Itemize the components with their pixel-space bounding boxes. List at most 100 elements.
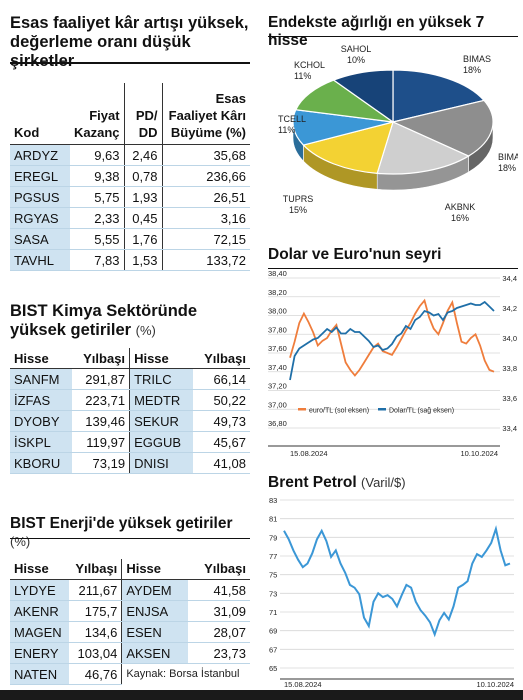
row-fk: 7,83	[70, 249, 125, 272]
row-yilbasi: 41,58	[188, 579, 250, 602]
series-brent-line	[283, 525, 511, 638]
row-yilbasi: 41,08	[192, 452, 250, 475]
row-growth: 72,15	[161, 228, 250, 251]
pie-pct-label: 18%	[498, 163, 516, 173]
brent-title: Brent Petrol (Varil/$)	[268, 474, 406, 491]
y-tick-left: 36,80	[268, 419, 287, 428]
pie-slice-sahol	[332, 69, 394, 124]
row-pd: 1,76	[123, 228, 163, 251]
brent-panel: Brent Petrol (Varil/$) 83 81 79 77 75 73 71 69 6…	[268, 474, 518, 688]
y-tick: 77	[269, 552, 277, 561]
row-hisse: ESEN	[121, 621, 189, 644]
y-tick-right: 33,8	[502, 364, 517, 373]
row-hisse: MAGEN	[10, 621, 69, 644]
enerji-table: Hisse Yılbaşı Hisse Yılbaşı LYDYE 211,67 A…	[10, 558, 250, 686]
row-yilbasi: 46,76	[68, 663, 122, 686]
pie-panel: Endekste ağırlığı en yüksek 7 hisse BIMA…	[268, 14, 518, 234]
x-tick-label: 10.10.2024	[460, 449, 498, 458]
row-hisse: DNISI	[129, 452, 193, 475]
fx-chart: 38,40 38,20 38,00 37,80 37,60 37,40 37,20 37,00…	[268, 270, 517, 458]
y-tick-left: 37,40	[268, 363, 287, 372]
pie-slice-tcell	[292, 109, 394, 146]
row-hisse: AKSEN	[121, 642, 189, 665]
row-hisse: İZFAS	[10, 389, 72, 412]
fx-title: Dolar ve Euro'nun seyri	[268, 246, 442, 263]
row-yilbasi: 175,7	[68, 600, 122, 623]
y-tick: 71	[269, 608, 277, 617]
row-kod: ARDYZ	[10, 144, 70, 167]
col-pd: PD/ DD	[123, 82, 163, 145]
row-yilbasi: 49,73	[192, 410, 250, 433]
row-kod: PGSUS	[10, 186, 70, 209]
pie-label: TUPRS	[283, 194, 314, 204]
y-tick: 73	[269, 589, 277, 598]
row-yilbasi: 31,09	[188, 600, 250, 623]
pie-label: BIMAS	[463, 54, 491, 64]
table-row: LYDYE 211,67 AYDEM 41,58	[10, 579, 250, 602]
row-pd: 2,46	[123, 144, 163, 167]
enerji-panel: BIST Enerji'de yüksek getiriler (%) Hiss…	[10, 515, 250, 686]
row-hisse: ENERY	[10, 642, 69, 665]
source-note: Kaynak: Borsa İstanbul	[121, 663, 250, 685]
pie-slice-bimas	[391, 99, 494, 157]
row-hisse: NATEN	[10, 663, 69, 686]
pie-label: TCELL	[278, 114, 306, 124]
col-kod: Kod	[14, 125, 40, 141]
x-tick-label: 15.08.2024	[290, 449, 328, 458]
pie-slice-akbnk	[376, 121, 470, 175]
row-fk: 5,75	[70, 186, 125, 209]
y-tick: 69	[269, 627, 277, 636]
kimya-title: BIST Kimya Sektöründe yüksek getiriler (…	[10, 302, 198, 339]
row-kod: EREGL	[10, 165, 70, 188]
row-hisse: TRILC	[129, 368, 193, 391]
enerji-title: BIST Enerji'de yüksek getiriler (%)	[10, 515, 233, 549]
pie-label: KCHOL	[294, 60, 325, 70]
valuation-panel: Esas faaliyet kâr artışı yüksek, değerle…	[10, 14, 250, 272]
series-dolar-line	[289, 300, 495, 381]
pie-slice-bimas	[392, 69, 486, 123]
x-tick-label: 10.10.2024	[476, 680, 514, 688]
table-row: KBORU 73,19 DNISI 41,08	[10, 452, 250, 475]
row-yilbasi: 28,07	[188, 621, 250, 644]
legend-label: euro/TL (sol eksen)	[309, 407, 369, 414]
row-growth: 26,51	[161, 186, 250, 209]
row-hisse: SEKUR	[129, 410, 193, 433]
kimya-table: Hisse Yılbaşı Hisse Yılbaşı SANFM 291,87 T…	[10, 347, 250, 475]
row-pd: 0,78	[123, 165, 163, 188]
pie-label: AKBNK	[445, 202, 476, 212]
row-growth: 35,68	[161, 144, 250, 167]
table-row: DYOBY 139,46 SEKUR 49,73	[10, 410, 250, 433]
row-yilbasi: 139,46	[71, 410, 130, 433]
row-hisse: SANFM	[10, 368, 72, 391]
y-tick-left: 38,20	[268, 288, 287, 297]
row-hisse: MEDTR	[129, 389, 193, 412]
col-fk: Fiyat Kazanç	[74, 108, 120, 141]
col-growth: Esas Faaliyet Kârı Büyüme (%)	[161, 82, 250, 145]
table-row: AKENR 175,7 ENJSA 31,09	[10, 600, 250, 623]
pie-label: BIMAS	[498, 152, 518, 162]
pie-pct-label: 11%	[294, 71, 311, 81]
row-fk: 9,63	[70, 144, 125, 167]
pie-pct-label: 11%	[278, 125, 295, 135]
row-yilbasi: 223,71	[71, 389, 130, 412]
legend-label: Dolar/TL (sağ eksen)	[389, 407, 454, 414]
valuation-table: Kod Fiyat Kazanç PD/ DD Esas Faaliyet Kâ…	[10, 82, 250, 272]
pie-label: SAHOL	[341, 44, 372, 54]
pie-pct-label: 18%	[463, 65, 481, 75]
table-row: NATEN 46,76 Kaynak: Borsa İstanbul	[10, 663, 250, 686]
row-growth: 236,66	[161, 165, 250, 188]
y-tick-right: 34,2	[502, 304, 517, 313]
y-tick-left: 37,00	[268, 400, 287, 409]
row-kod: TAVHL	[10, 249, 70, 272]
pie-chart: BIMAS18%BIMAS18%AKBNK16%TUPRS15%TCELL11%…	[278, 44, 518, 223]
pie-pct-label: 10%	[347, 55, 365, 65]
row-yilbasi: 73,19	[71, 452, 130, 475]
y-tick-left: 38,40	[268, 270, 287, 278]
table-row: İZFAS 223,71 MEDTR 50,22	[10, 389, 250, 412]
pie-pct-label: 16%	[451, 213, 469, 223]
table-row: İSKPL 119,97 EGGUB 45,67	[10, 431, 250, 454]
row-growth: 3,16	[161, 207, 250, 230]
table-row: ARDYZ 9,63 2,46 35,68	[10, 144, 250, 167]
row-yilbasi: 119,97	[71, 431, 130, 454]
y-tick: 65	[269, 664, 277, 673]
